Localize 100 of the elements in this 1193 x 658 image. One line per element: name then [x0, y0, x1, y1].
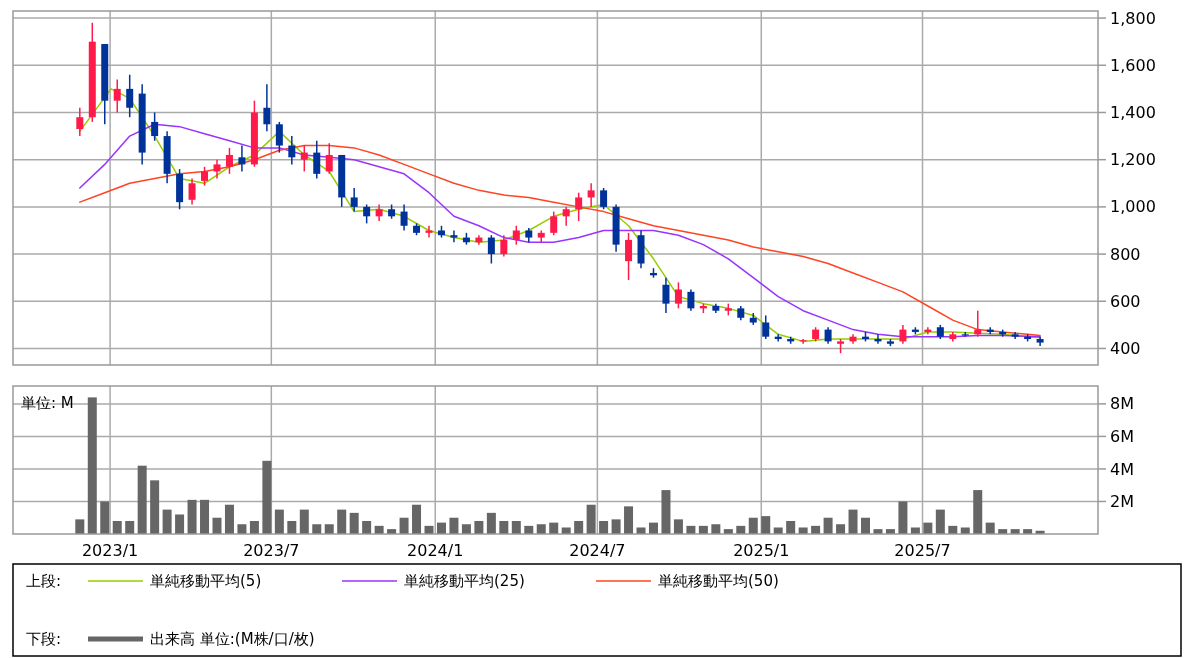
x-tick-label: 2024/1	[407, 541, 464, 560]
bar	[399, 517, 409, 534]
y-tick-label: 800	[1110, 244, 1141, 264]
candlestick	[425, 225, 433, 239]
bar	[187, 499, 197, 534]
x-tick-label: 2025/1	[733, 541, 790, 560]
bar	[586, 504, 596, 534]
candlestick	[313, 140, 321, 180]
bar	[237, 524, 247, 534]
candlestick	[201, 166, 209, 187]
bar	[112, 520, 122, 534]
candlestick	[238, 144, 246, 173]
bar	[786, 520, 796, 534]
bar	[848, 509, 858, 534]
bar	[511, 520, 521, 534]
bar	[449, 517, 459, 534]
bar	[861, 517, 870, 534]
bar	[324, 524, 334, 534]
bar	[349, 512, 359, 534]
candlestick	[487, 234, 495, 265]
y-tick-label: 400	[1110, 339, 1141, 359]
candlestick	[687, 288, 695, 312]
candlestick	[600, 187, 608, 210]
bar	[87, 397, 97, 534]
bar	[673, 519, 683, 534]
candlestick	[188, 177, 196, 206]
candlestick	[762, 314, 770, 340]
bar	[599, 520, 609, 534]
legend-title: 下段:	[26, 630, 62, 649]
y-tick-label: 4M	[1110, 459, 1134, 479]
y-tick-label: 1,600	[1110, 55, 1156, 75]
legend-label: 出来高 単位:(M株/口/枚)	[150, 630, 315, 649]
candlestick	[674, 281, 682, 310]
y-tick-label: 6M	[1110, 427, 1134, 447]
x-tick-label: 2024/7	[569, 541, 626, 560]
candlestick	[662, 276, 670, 314]
bar	[162, 509, 172, 534]
candlestick	[575, 191, 583, 222]
candlestick	[126, 73, 134, 118]
bar	[748, 517, 758, 534]
candlestick	[587, 182, 595, 208]
bar	[661, 490, 671, 534]
y-tick-label: 1,000	[1110, 197, 1156, 217]
bar	[224, 504, 234, 534]
candlestick	[325, 142, 333, 175]
bar	[125, 520, 135, 534]
bar	[474, 520, 484, 534]
bar	[898, 501, 908, 534]
bar	[561, 527, 571, 534]
bar	[150, 480, 160, 534]
bar	[200, 499, 210, 534]
candlestick	[263, 83, 271, 133]
candlestick	[363, 203, 371, 225]
bar	[137, 465, 147, 534]
legend-label: 単純移動平均(5)	[150, 572, 262, 591]
candlestick	[151, 111, 159, 142]
bar	[262, 460, 272, 534]
bar	[362, 520, 372, 534]
candlestick	[400, 203, 408, 232]
y-tick-label: 600	[1110, 291, 1141, 311]
candlestick	[288, 135, 296, 166]
candlestick	[113, 78, 121, 114]
bar	[973, 490, 983, 534]
candlestick	[899, 324, 907, 345]
candlestick	[450, 229, 458, 244]
bar	[100, 501, 110, 534]
bar	[312, 524, 322, 534]
x-tick-label: 2023/1	[81, 541, 139, 560]
bar	[175, 514, 185, 534]
y-tick-label: 8M	[1110, 394, 1134, 414]
bar	[823, 517, 833, 534]
bar	[960, 527, 970, 534]
bar	[761, 516, 771, 534]
legend-title: 上段:	[26, 572, 62, 591]
candlestick	[275, 121, 283, 154]
bar	[461, 524, 471, 534]
bar	[773, 527, 783, 534]
x-tick-label: 2023/7	[243, 541, 300, 560]
bar	[711, 524, 721, 534]
bar	[287, 520, 297, 534]
y-tick-label: 2M	[1110, 492, 1134, 512]
legend-label: 単純移動平均(25)	[404, 572, 525, 591]
bar	[611, 519, 621, 534]
bar	[249, 520, 259, 534]
bar	[499, 520, 509, 534]
candlestick	[562, 206, 570, 227]
bar	[935, 509, 945, 534]
candlestick	[550, 210, 558, 236]
bar	[636, 527, 646, 534]
candlestick	[512, 225, 520, 246]
bar	[486, 512, 496, 534]
bar	[910, 527, 920, 534]
bar	[836, 524, 846, 534]
candlestick	[625, 232, 633, 281]
candlestick	[76, 107, 84, 137]
y-tick-label: 1,400	[1110, 103, 1156, 123]
bar	[574, 520, 584, 534]
bar	[536, 524, 546, 534]
legend-label: 単純移動平均(50)	[658, 572, 779, 591]
annotation: 単位: M	[21, 394, 74, 412]
